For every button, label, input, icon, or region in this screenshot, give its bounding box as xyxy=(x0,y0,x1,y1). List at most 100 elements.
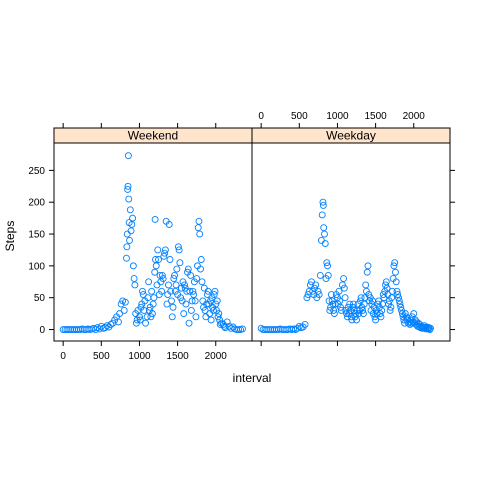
data-point xyxy=(192,313,200,321)
data-point xyxy=(165,221,173,228)
data-point xyxy=(350,300,357,308)
data-point xyxy=(397,303,405,311)
data-point xyxy=(177,294,185,302)
data-point xyxy=(123,243,131,251)
data-point xyxy=(147,313,155,321)
data-point xyxy=(301,321,309,328)
data-point xyxy=(179,278,187,286)
data-point xyxy=(330,310,338,318)
data-point xyxy=(312,281,320,289)
y-tick-label: 50 xyxy=(34,293,46,304)
x-axis-top: 0 500 1000 1500 2000 xyxy=(62,111,426,128)
data-point xyxy=(161,246,169,254)
data-point xyxy=(136,313,143,321)
data-point xyxy=(323,259,331,267)
data-point xyxy=(170,275,178,283)
data-point xyxy=(387,303,395,311)
data-point xyxy=(130,275,138,283)
data-point xyxy=(145,278,153,286)
data-point xyxy=(377,313,385,321)
data-point xyxy=(210,291,218,298)
data-point xyxy=(329,300,337,308)
data-point xyxy=(191,297,199,305)
data-point xyxy=(324,262,331,270)
x-tick-label: 1500 xyxy=(364,111,387,122)
data-point xyxy=(92,326,100,333)
data-point xyxy=(359,306,367,314)
data-point xyxy=(194,224,202,232)
data-point xyxy=(396,300,404,308)
y-axis-label: Steps xyxy=(3,221,17,252)
data-point xyxy=(314,287,322,295)
data-point xyxy=(340,275,348,283)
data-point xyxy=(143,313,151,321)
panel-frame-weekend xyxy=(53,142,253,342)
data-point xyxy=(180,310,188,318)
data-point xyxy=(388,287,396,295)
data-point xyxy=(326,306,334,314)
data-point xyxy=(204,287,212,295)
data-point xyxy=(316,271,324,279)
data-point xyxy=(139,287,146,295)
data-point xyxy=(129,262,137,270)
x-tick-label: 0 xyxy=(258,111,264,122)
data-point xyxy=(175,246,183,254)
data-point xyxy=(320,224,328,232)
data-point xyxy=(164,281,172,289)
data-point xyxy=(378,306,386,314)
data-point xyxy=(176,259,184,267)
data-point xyxy=(199,297,207,305)
data-point xyxy=(225,322,233,330)
data-point xyxy=(201,306,209,314)
data-point xyxy=(393,287,401,295)
data-point xyxy=(142,319,150,327)
data-point xyxy=(350,306,358,314)
data-point xyxy=(139,291,147,298)
data-point xyxy=(171,271,179,279)
data-point xyxy=(203,291,211,298)
data-point xyxy=(101,324,109,332)
data-point xyxy=(330,306,338,314)
y-tick-label: 150 xyxy=(28,230,45,241)
data-point xyxy=(126,206,134,214)
data-point xyxy=(129,214,137,222)
data-point xyxy=(386,306,394,314)
x-axis-bottom: 0 500 1000 1500 2000 xyxy=(60,341,415,362)
data-point xyxy=(395,294,402,302)
panel-frame-weekday xyxy=(251,142,451,342)
data-point xyxy=(347,313,355,321)
panel-weekend: Weekend xyxy=(53,127,253,342)
data-point xyxy=(394,291,402,298)
data-point xyxy=(158,271,166,279)
strip-label-weekday: Weekday xyxy=(326,129,376,143)
data-point xyxy=(359,310,367,318)
data-point xyxy=(123,230,131,238)
x-tick-label: 2000 xyxy=(403,111,426,122)
data-point xyxy=(341,294,349,302)
data-point xyxy=(169,303,177,311)
data-point xyxy=(126,236,133,244)
y-tick-label: 250 xyxy=(28,166,45,177)
data-point xyxy=(319,198,327,206)
data-point xyxy=(210,306,217,314)
data-point xyxy=(335,287,343,295)
data-point xyxy=(215,310,223,318)
data-point xyxy=(148,310,156,318)
data-point xyxy=(336,297,344,305)
data-point xyxy=(390,262,398,270)
x-tick-label: 500 xyxy=(93,351,110,362)
data-point xyxy=(317,236,325,244)
data-point xyxy=(161,249,169,257)
data-point xyxy=(151,268,159,276)
data-point xyxy=(196,230,204,238)
x-tick-label: 1500 xyxy=(166,351,189,362)
data-point xyxy=(193,275,201,283)
data-point xyxy=(181,281,188,289)
data-point xyxy=(197,265,204,273)
data-point xyxy=(198,278,206,286)
y-axis-right xyxy=(450,169,455,331)
data-point xyxy=(136,316,144,324)
data-point xyxy=(410,310,418,318)
data-point xyxy=(103,322,111,330)
